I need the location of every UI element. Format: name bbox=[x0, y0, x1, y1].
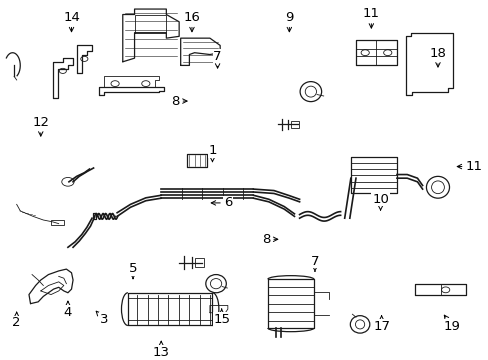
Text: 11: 11 bbox=[456, 160, 481, 173]
Text: 10: 10 bbox=[371, 193, 388, 210]
Text: 17: 17 bbox=[372, 316, 389, 333]
Text: 5: 5 bbox=[128, 262, 137, 279]
Text: 4: 4 bbox=[63, 301, 72, 319]
Text: 18: 18 bbox=[428, 47, 446, 67]
Text: 2: 2 bbox=[12, 312, 21, 329]
Text: 14: 14 bbox=[63, 11, 80, 32]
Bar bbox=[51, 220, 64, 225]
Bar bbox=[290, 121, 298, 128]
Text: 7: 7 bbox=[310, 255, 319, 271]
Text: 1: 1 bbox=[208, 144, 216, 162]
Text: 9: 9 bbox=[285, 11, 293, 32]
Text: 15: 15 bbox=[213, 309, 230, 326]
Bar bbox=[194, 258, 203, 267]
Text: 19: 19 bbox=[443, 315, 460, 333]
Text: 3: 3 bbox=[96, 311, 108, 326]
Text: 6: 6 bbox=[211, 197, 231, 210]
Text: 13: 13 bbox=[152, 341, 169, 359]
Text: 8: 8 bbox=[171, 95, 187, 108]
Text: 8: 8 bbox=[262, 233, 277, 246]
Text: 16: 16 bbox=[183, 11, 200, 32]
Text: 12: 12 bbox=[32, 116, 49, 136]
Text: 7: 7 bbox=[213, 50, 222, 68]
Text: 11: 11 bbox=[362, 7, 379, 28]
